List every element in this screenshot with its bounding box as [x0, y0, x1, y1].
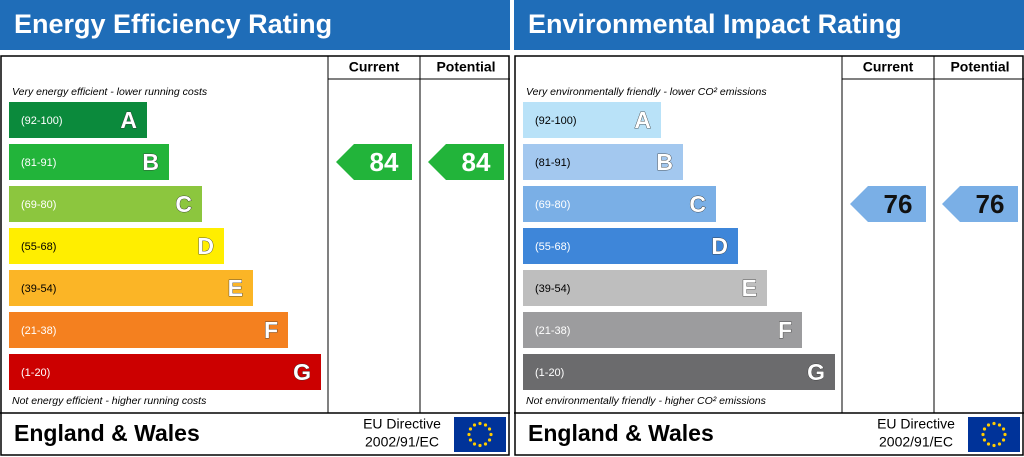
rating-band: [523, 228, 738, 264]
flag-star: [467, 432, 471, 437]
band-range: (1-20): [21, 367, 50, 379]
flag-star: [986, 442, 991, 446]
band-letter: D: [711, 233, 728, 259]
panel-title: Energy Efficiency Rating: [14, 9, 332, 39]
band-letter: C: [175, 191, 192, 217]
band-range: (69-80): [535, 199, 570, 211]
flag-star: [478, 443, 482, 448]
flag-star: [489, 432, 493, 437]
column-header: Potential: [950, 59, 1009, 75]
rating-value: 84: [370, 147, 399, 177]
band-letter: F: [264, 317, 278, 343]
flag-star: [468, 438, 473, 442]
directive-line: 2002/91/EC: [879, 434, 953, 450]
rating-band: [9, 186, 202, 222]
flag-star: [982, 427, 987, 431]
band-letter: A: [120, 107, 137, 133]
top-note: Very environmentally friendly - lower CO…: [526, 86, 767, 98]
flag-star: [997, 442, 1002, 446]
band-letter: A: [634, 107, 651, 133]
rating-value: 84: [462, 147, 491, 177]
title-bar: [0, 0, 510, 50]
band-range: (55-68): [21, 241, 56, 253]
band-letter: C: [689, 191, 706, 217]
rating-value: 76: [976, 189, 1005, 219]
rating-arrow: [850, 186, 926, 222]
flag-star: [1003, 432, 1007, 437]
band-letter: G: [293, 359, 311, 385]
title-bar: [514, 0, 1024, 50]
band-range: (55-68): [535, 241, 570, 253]
rating-band: [523, 270, 767, 306]
band-range: (92-100): [21, 115, 63, 127]
band-range: (1-20): [535, 367, 564, 379]
rating-band: [523, 102, 661, 138]
band-range: (21-38): [535, 325, 570, 337]
flag-star: [992, 421, 996, 426]
top-note: Very energy efficient - lower running co…: [12, 86, 208, 98]
flag-star: [992, 443, 996, 448]
rating-arrow: [942, 186, 1018, 222]
bottom-note: Not energy efficient - higher running co…: [12, 395, 207, 407]
rating-band: [523, 144, 683, 180]
rating-band: [9, 102, 147, 138]
table-frame: [514, 55, 1024, 456]
band-letter: G: [807, 359, 825, 385]
footer-country: England & Wales: [528, 420, 714, 446]
flag-star: [487, 438, 492, 442]
band-letter: E: [228, 275, 243, 301]
band-range: (39-54): [21, 283, 56, 295]
rating-arrow: [336, 144, 412, 180]
band-letter: B: [656, 149, 673, 175]
flag-star: [483, 442, 488, 446]
flag-star: [1001, 427, 1006, 431]
flag-star: [982, 438, 987, 442]
flag-star: [472, 423, 477, 427]
flag-star: [986, 423, 991, 427]
band-range: (21-38): [21, 325, 56, 337]
band-range: (69-80): [21, 199, 56, 211]
directive-line: 2002/91/EC: [365, 434, 439, 450]
table-frame: [0, 55, 510, 456]
rating-band: [9, 144, 169, 180]
rating-band: [9, 312, 288, 348]
band-letter: F: [778, 317, 792, 343]
flag-star: [478, 421, 482, 426]
rating-band: [9, 270, 253, 306]
column-header: Current: [349, 59, 400, 75]
column-header: Current: [863, 59, 914, 75]
band-letter: D: [197, 233, 214, 259]
panel-title: Environmental Impact Rating: [528, 9, 902, 39]
bottom-note: Not environmentally friendly - higher CO…: [526, 395, 767, 407]
flag-star: [1001, 438, 1006, 442]
rating-band: [9, 228, 224, 264]
rating-band: [523, 312, 802, 348]
flag-star: [487, 427, 492, 431]
directive-line: EU Directive: [363, 416, 441, 432]
footer-country: England & Wales: [14, 420, 200, 446]
rating-band: [9, 354, 321, 390]
rating-arrow: [428, 144, 504, 180]
band-range: (81-91): [535, 157, 570, 169]
band-range: (81-91): [21, 157, 56, 169]
rating-band: [523, 354, 835, 390]
directive-line: EU Directive: [877, 416, 955, 432]
band-letter: B: [142, 149, 159, 175]
band-range: (92-100): [535, 115, 577, 127]
rating-value: 76: [884, 189, 913, 219]
rating-band: [523, 186, 716, 222]
column-header: Potential: [436, 59, 495, 75]
flag-star: [472, 442, 477, 446]
flag-star: [981, 432, 985, 437]
band-letter: E: [742, 275, 757, 301]
flag-star: [468, 427, 473, 431]
flag-star: [483, 423, 488, 427]
band-range: (39-54): [535, 283, 570, 295]
flag-star: [997, 423, 1002, 427]
